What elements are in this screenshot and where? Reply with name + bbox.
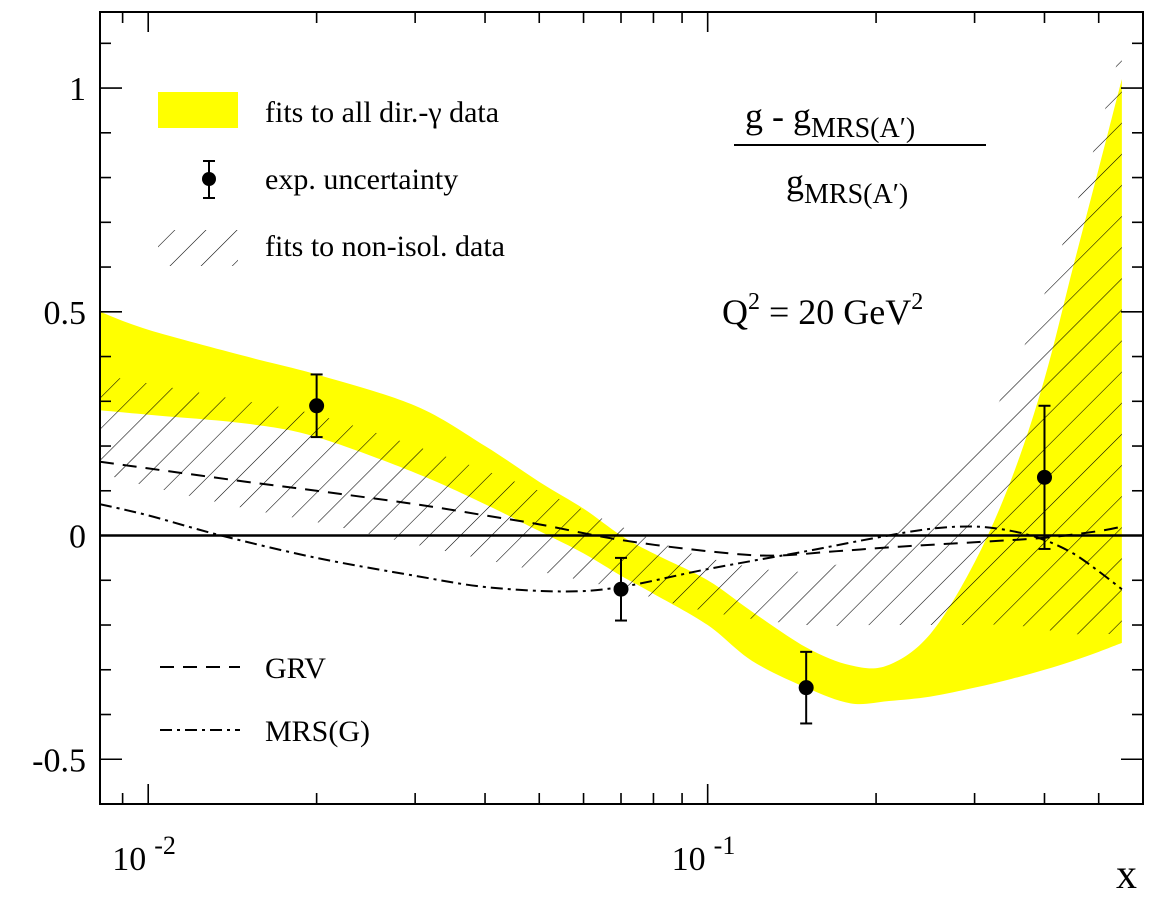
- formula-denominator-subscript: MRS(A′): [804, 179, 908, 210]
- ratio-formula: g - gMRS(A′) gMRS(A′): [734, 96, 986, 210]
- x-axis-label: x: [1116, 852, 1137, 898]
- scale-q-exponent: 2: [748, 289, 760, 315]
- formula-denominator-base: g: [786, 162, 804, 202]
- formula-numerator-base: g - g: [745, 96, 811, 136]
- x-tick-label-base: 10: [112, 841, 146, 878]
- legend-yellow-label: fits to all dir.-γ data: [265, 96, 499, 129]
- data-point-marker: [309, 398, 325, 414]
- x-tick-label-base: 10: [672, 841, 706, 878]
- data-point-1: [309, 373, 325, 439]
- x-tick-label-exponent: -1: [714, 831, 736, 860]
- grv-curve: [100, 460, 1123, 557]
- y-tick-label: 0.5: [44, 295, 87, 332]
- legend-yellow-swatch: [158, 92, 238, 128]
- legend-hatched-label: fits to non-isol. data: [265, 230, 505, 263]
- legend: fits to all dir.-γ data exp. uncertainty…: [158, 92, 505, 748]
- legend-mrsg-label: MRS(G): [265, 715, 370, 748]
- data-point-marker: [1036, 469, 1052, 485]
- yellow-band-all-direct-photon-fits: [100, 79, 1122, 705]
- x-tick-label: 10 -2: [112, 831, 176, 878]
- tick-labels: 1 0.5 0 -0.5 10 -2 10 -1: [32, 71, 735, 878]
- legend-grv-label: GRV: [265, 652, 326, 685]
- data-points: [309, 373, 1052, 725]
- data-point-marker: [798, 680, 814, 696]
- scale-q: Q: [722, 292, 748, 332]
- y-tick-label: -0.5: [32, 742, 86, 779]
- data-point-2: [613, 556, 629, 622]
- legend-point-label: exp. uncertainty: [265, 163, 458, 196]
- y-tick-label: 1: [69, 71, 86, 108]
- hatched-band-non-isolated-fits: [100, 43, 1122, 635]
- formula-numerator-subscript: MRS(A′): [811, 113, 915, 144]
- data-point-marker: [613, 581, 629, 597]
- x-tick-label: 10 -1: [672, 831, 736, 878]
- scale-annotation: Q2 = 20 GeV2: [722, 289, 923, 332]
- legend-hatched-swatch: [158, 230, 238, 266]
- legend-point-symbol: [202, 160, 216, 199]
- scale-value: = 20 GeV: [760, 292, 911, 332]
- x-tick-label-exponent: -2: [154, 831, 176, 860]
- scale-unit-exponent: 2: [911, 289, 923, 315]
- formula-numerator: g - gMRS(A′): [745, 96, 915, 144]
- axis-ticks: [100, 12, 1143, 804]
- data-point-4: [1036, 404, 1052, 550]
- y-tick-label: 0: [69, 519, 86, 556]
- formula-denominator: gMRS(A′): [786, 162, 908, 210]
- data-point-3: [798, 650, 814, 725]
